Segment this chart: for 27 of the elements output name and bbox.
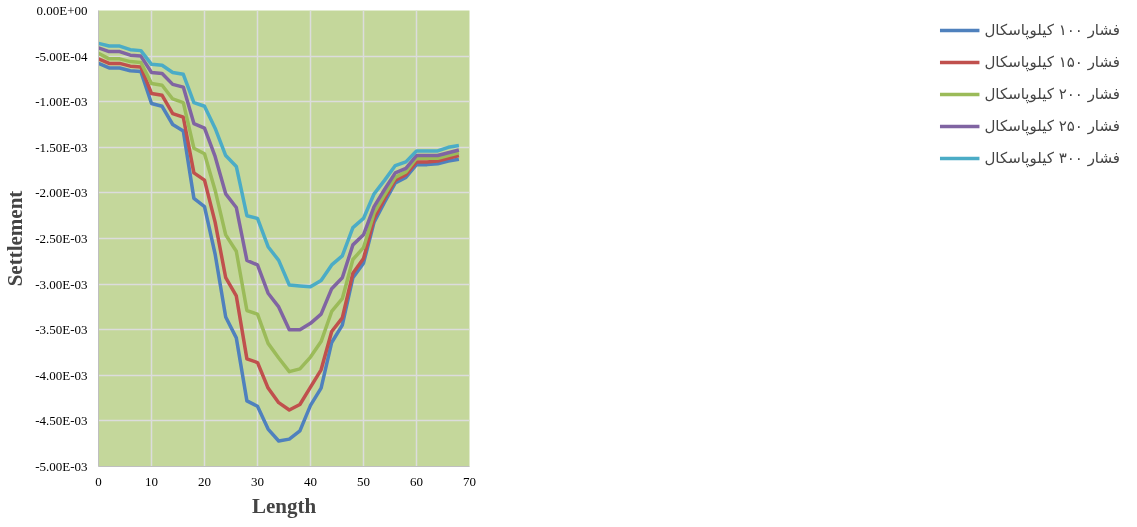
y-tick-label: -5.00E-04 — [35, 48, 88, 64]
x-tick-label: 50 — [357, 473, 370, 489]
y-tick-label: 0.00E+00 — [36, 3, 88, 18]
x-tick-label: 60 — [410, 473, 423, 489]
y-tick-label: -2.50E-03 — [35, 231, 88, 246]
x-tick-label: 0 — [95, 473, 102, 489]
x-axis-title: Length — [251, 493, 317, 518]
y-tick-label: -4.50E-03 — [35, 413, 88, 429]
legend-label: فشار ۱۵۰ کیلوپاسکال — [984, 53, 1120, 71]
x-tick-label: 70 — [463, 473, 476, 489]
x-tick-label: 10 — [145, 473, 158, 489]
y-tick-label: -2.00E-03 — [35, 185, 88, 201]
legend-label: فشار ۲۵۰ کیلوپاسکال — [984, 117, 1120, 135]
y-tick-label: -3.00E-03 — [35, 276, 88, 292]
line-series — [98, 41, 461, 289]
x-tick-label: 20 — [198, 473, 211, 489]
y-axis-title: Settlement — [3, 190, 28, 287]
legend-label: فشار ۲۰۰ کیلوپاسکال — [984, 85, 1120, 103]
y-tick-label: -3.50E-03 — [35, 322, 88, 338]
legend-label: فشار ۱۰۰ کیلوپاسکال — [984, 21, 1120, 39]
x-tick-label: 30 — [251, 473, 264, 489]
y-tick-label: -4.00E-03 — [35, 367, 88, 383]
x-tick-label: 40 — [304, 473, 317, 489]
y-tick-label: -5.00E-03 — [35, 459, 88, 474]
legend-label: فشار ۳۰۰ کیلوپاسکال — [984, 149, 1120, 167]
y-tick-label: -1.50E-03 — [35, 139, 88, 155]
y-tick-label: -1.00E-03 — [35, 94, 88, 110]
